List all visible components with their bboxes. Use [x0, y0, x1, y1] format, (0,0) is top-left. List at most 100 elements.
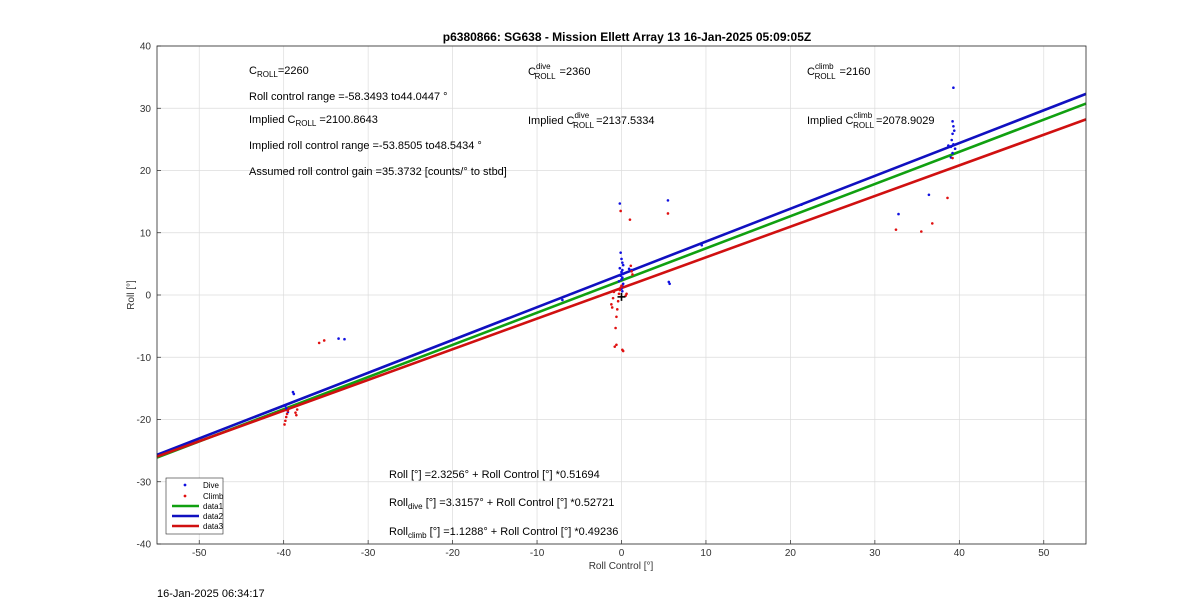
annotation-c-roll: CROLL=2260	[249, 65, 309, 79]
dive-point	[621, 263, 625, 267]
climb-point	[614, 326, 617, 330]
climb-point	[625, 292, 628, 296]
dive-point	[620, 278, 623, 281]
dive-point	[621, 272, 625, 276]
dive-point	[951, 120, 954, 123]
x-tick-label: 10	[700, 548, 712, 559]
x-tick-label: -30	[361, 548, 376, 559]
climb-point	[615, 343, 618, 347]
climb-point	[615, 315, 618, 319]
footer-timestamp: 16-Jan-2025 06:34:17	[157, 588, 265, 600]
dive-point	[897, 212, 900, 216]
dive-point	[951, 151, 954, 155]
climb-point	[285, 412, 289, 416]
equation-climb: Rollclimb [°] =1.1288° + Roll Control [°…	[389, 526, 618, 540]
dive-point	[952, 129, 956, 132]
legend-data3-label: data3	[203, 522, 224, 531]
legend-data2-label: data2	[203, 512, 224, 521]
y-tick-label: 0	[145, 291, 151, 302]
dive-point	[337, 337, 340, 340]
x-axis-label: Roll Control [°]	[589, 561, 654, 572]
climb-point	[621, 349, 625, 353]
dive-point	[620, 257, 623, 261]
climb-point	[630, 270, 633, 273]
annotation-implied-climb: Implied Cclimb ROLL =2078.9029	[807, 111, 934, 130]
climb-point	[317, 341, 321, 345]
climb-point	[618, 288, 622, 292]
dive-point	[700, 243, 704, 247]
climb-point	[951, 156, 954, 160]
climb-point	[930, 222, 934, 225]
plot-frame	[156, 45, 1087, 545]
climb-point	[295, 408, 299, 411]
annotation-implied-range: Implied roll control range =-53.8505 to4…	[249, 140, 482, 152]
legend-dive-label: Dive	[203, 481, 220, 490]
x-tick-label: -20	[445, 548, 460, 559]
y-tick-label: -20	[137, 415, 152, 426]
climb-point	[620, 284, 623, 287]
dive-point	[800, 203, 803, 207]
legend-dive-marker	[183, 483, 187, 487]
x-tick-label: 0	[619, 548, 625, 559]
dive-point	[949, 145, 953, 149]
climb-point	[615, 308, 619, 311]
climb-point	[610, 303, 613, 306]
annotation-c-dive: Cdive ROLL =2360	[528, 62, 590, 81]
climb-point	[946, 196, 949, 200]
climb-point	[666, 212, 670, 215]
annotation-implied-dive: Implied Cdive ROLL =2137.5334	[528, 111, 654, 130]
annotation-c-climb: Cclimb ROLL =2160	[807, 62, 870, 81]
dive-point	[621, 261, 624, 264]
climb-point	[284, 415, 288, 419]
climb-point	[286, 409, 290, 413]
climb-point	[294, 411, 297, 414]
fit-line-data2	[156, 92, 1087, 457]
dive-point	[953, 147, 957, 151]
legend: Dive Climb data1 data2 data3	[165, 477, 224, 535]
dive-point	[284, 406, 288, 410]
x-tick-label: 30	[869, 548, 881, 559]
climb-point	[611, 296, 615, 300]
dive-point	[620, 270, 623, 274]
dive-point	[618, 202, 622, 205]
climb-point	[628, 218, 632, 221]
dive-point	[619, 251, 622, 254]
y-tick-label: 30	[140, 104, 152, 115]
climb-point	[612, 290, 616, 294]
y-tick-label: -10	[137, 353, 152, 364]
climb-point	[619, 209, 622, 213]
annotation-implied-c-roll: Implied CROLL =2100.8643	[249, 114, 378, 128]
climb-point	[613, 345, 617, 348]
climb-point	[617, 292, 621, 296]
y-tick-label: -40	[137, 540, 152, 551]
y-tick-labels: -40 -30 -20 -10 0 10 20 30 40	[137, 42, 152, 551]
x-tick-label: 40	[954, 548, 966, 559]
dive-point	[627, 267, 631, 271]
origin-marker	[617, 292, 626, 301]
equation-dive: Rolldive [°] =3.3157° + Roll Control [°]…	[389, 497, 614, 511]
y-tick-label: 40	[140, 42, 152, 53]
legend-data1-label: data1	[203, 502, 224, 511]
y-tick-label: -30	[137, 477, 152, 488]
x-tick-label: -40	[276, 548, 291, 559]
x-tick-label: 20	[785, 548, 797, 559]
dive-point	[952, 143, 955, 146]
dive-point	[950, 138, 954, 142]
dive-point	[952, 86, 955, 90]
annotation-roll-control-range: Roll control range =-58.3493 to44.0447 °	[249, 91, 448, 103]
dive-point	[947, 144, 950, 147]
dive-point	[617, 280, 621, 283]
dive-point	[343, 337, 346, 341]
dive-point	[292, 392, 296, 396]
climb-point	[284, 419, 287, 423]
dive-point	[561, 298, 564, 302]
climb-point	[920, 230, 923, 233]
climb-point	[295, 413, 298, 417]
dive-point	[619, 274, 622, 278]
legend-climb-marker	[183, 494, 187, 498]
y-axis-label: Roll [°]	[126, 280, 137, 310]
climb-point	[322, 339, 326, 342]
dive-point	[952, 125, 955, 128]
climb-point	[616, 299, 620, 303]
